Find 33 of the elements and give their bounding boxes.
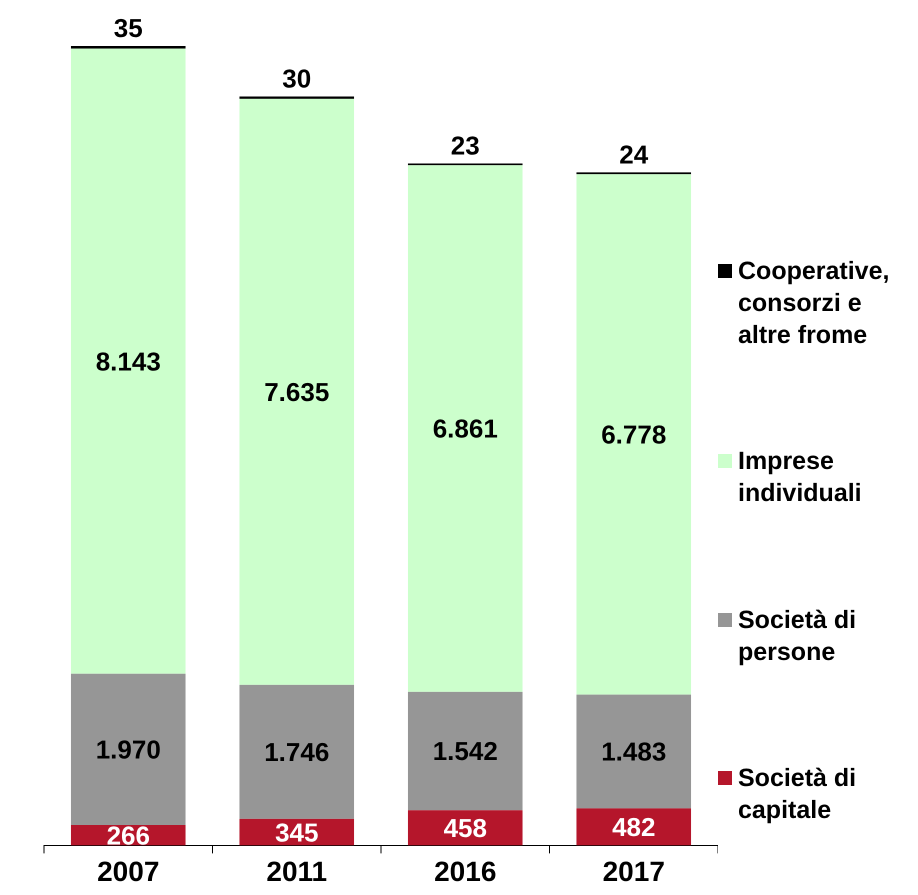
data-label: 1.746 <box>264 737 330 768</box>
data-label: 266 <box>106 820 150 850</box>
bar <box>408 165 523 692</box>
data-label: 30 <box>282 64 312 94</box>
data-label: 1.483 <box>601 736 666 767</box>
legend-label: Società di capitale <box>738 762 858 826</box>
bar <box>576 694 692 808</box>
legend-label: Imprese individuali <box>738 446 863 510</box>
legend-label: Società di persone <box>738 604 858 668</box>
x-tick-label: 2016 <box>434 856 496 887</box>
bar <box>70 48 186 674</box>
data-label: 24 <box>619 140 649 170</box>
data-label: 1.970 <box>96 734 161 765</box>
bar <box>408 692 523 810</box>
data-label: 345 <box>275 817 318 848</box>
data-label: 482 <box>612 812 656 842</box>
data-label: 8.143 <box>96 346 161 376</box>
data-label: 23 <box>450 130 480 161</box>
bar <box>70 46 186 49</box>
bar <box>239 98 354 685</box>
x-tick-label: 2007 <box>97 856 160 887</box>
data-label: 6.861 <box>432 414 498 444</box>
data-label: 458 <box>444 812 487 843</box>
data-label: 7.635 <box>264 377 330 408</box>
x-tick-label: 2011 <box>266 856 328 887</box>
bar <box>576 174 692 695</box>
data-label: 35 <box>114 13 143 44</box>
x-tick-label: 2017 <box>602 856 665 887</box>
bar <box>70 674 186 825</box>
bar <box>239 684 354 819</box>
data-label: 1.542 <box>432 736 498 766</box>
data-label: 6.778 <box>601 420 666 450</box>
legend-label: Cooperative, consorzi e altre frome <box>738 256 890 352</box>
